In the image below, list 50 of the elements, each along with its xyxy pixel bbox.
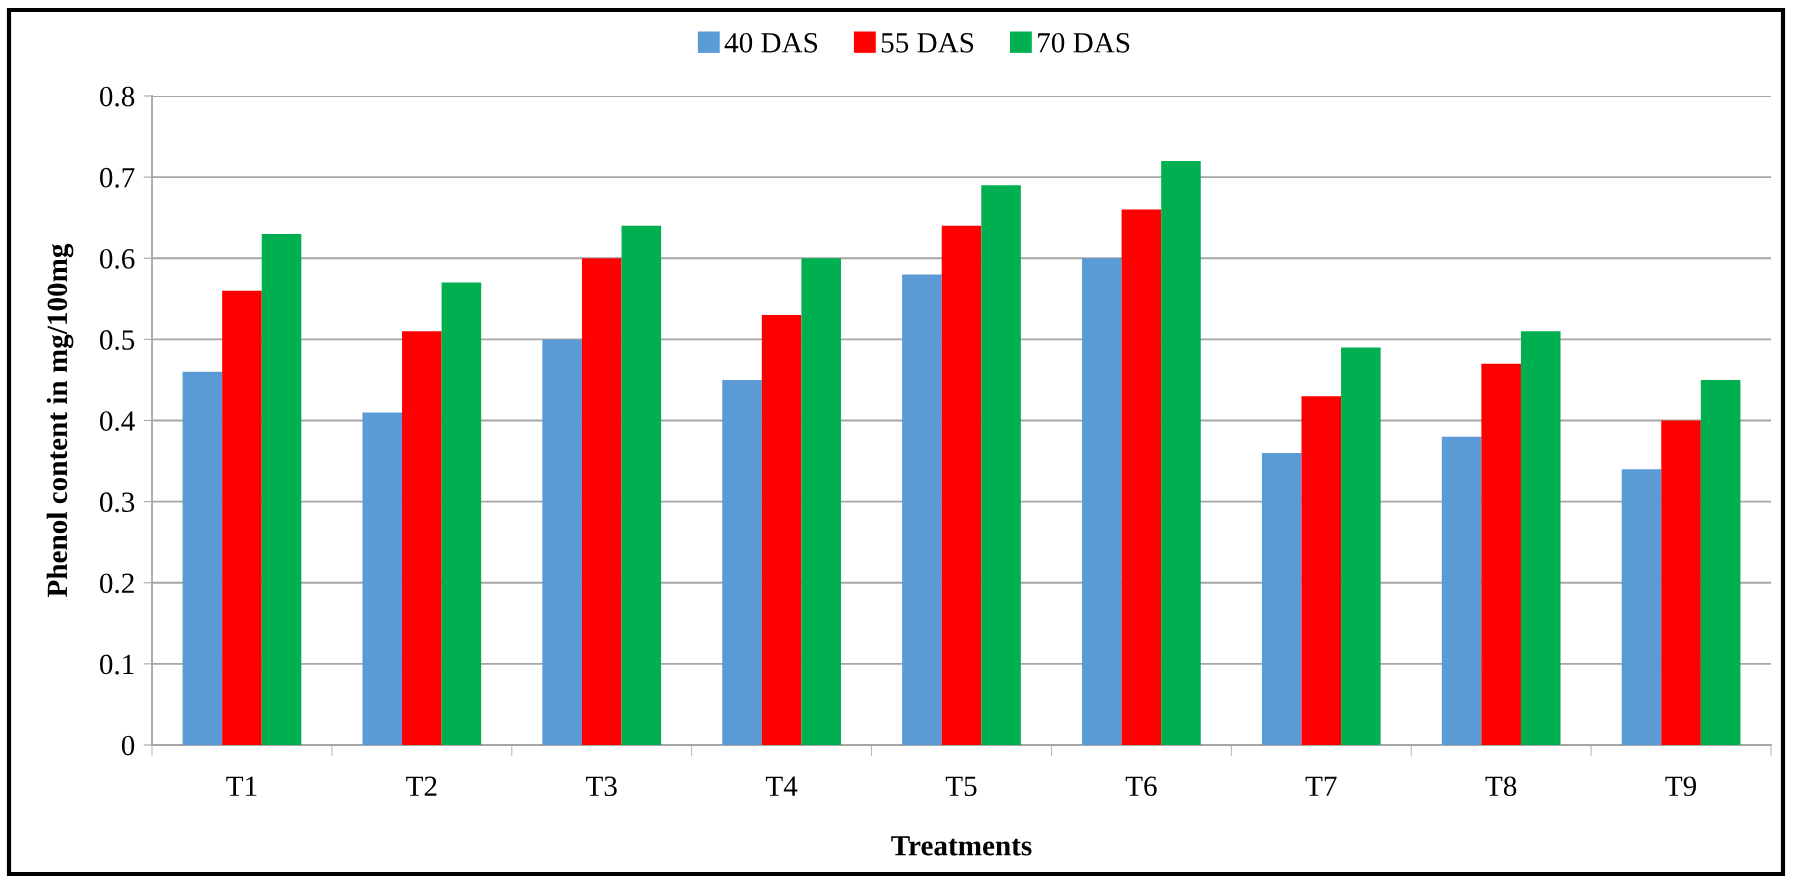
x-tick-label: T8 — [1485, 776, 1517, 797]
x-tick-label: T9 — [1665, 776, 1697, 797]
bar — [1700, 379, 1741, 745]
bar — [261, 233, 302, 745]
x-tick-label: T6 — [1125, 776, 1157, 797]
bar — [801, 258, 841, 745]
bar — [941, 225, 982, 745]
bar — [581, 258, 622, 745]
bar — [902, 274, 942, 745]
y-tick-label: 0.7 — [99, 167, 135, 188]
y-tick-label: 0 — [121, 735, 135, 756]
bar — [722, 379, 762, 745]
bar — [222, 290, 262, 745]
x-tick-label: T4 — [765, 776, 798, 796]
bar — [981, 185, 1021, 745]
legend-label: 70 DAS — [1038, 32, 1130, 53]
bar — [182, 371, 223, 745]
bar — [1441, 436, 1482, 745]
y-tick-label: 0.6 — [99, 248, 135, 269]
bar — [1161, 160, 1201, 745]
y-axis-title: Phenol content in mg/100mg — [46, 243, 74, 598]
bar — [1621, 469, 1662, 745]
bar — [542, 339, 582, 745]
y-tick-label: 0.8 — [99, 86, 135, 107]
bar — [1341, 347, 1381, 745]
y-tick-label: 0.5 — [99, 330, 135, 350]
bar — [1082, 258, 1122, 745]
legend-label: 40 DAS — [724, 32, 818, 53]
y-tick-label: 0.3 — [99, 492, 135, 513]
bar — [362, 412, 403, 745]
bar — [1121, 209, 1162, 745]
x-tick-label: T3 — [586, 776, 617, 797]
y-tick-label: 0.4 — [99, 411, 135, 432]
bar — [1661, 420, 1701, 745]
bar — [1301, 396, 1342, 745]
legend-label: 55 DAS — [881, 33, 974, 53]
x-tick-label: T2 — [406, 776, 437, 796]
bar — [621, 225, 662, 745]
y-tick-label: 0.1 — [99, 654, 134, 675]
bar — [1261, 452, 1302, 745]
bar — [1520, 331, 1561, 745]
bar — [441, 282, 482, 745]
x-tick-label: T7 — [1305, 776, 1337, 796]
x-tick-label: T5 — [945, 776, 977, 797]
x-tick-label: T1 — [226, 776, 257, 796]
x-axis-title: Treatments — [891, 836, 1032, 856]
bar — [1481, 363, 1521, 745]
bar — [402, 331, 442, 745]
y-tick-label: 0.2 — [99, 573, 134, 594]
bar — [761, 315, 802, 745]
